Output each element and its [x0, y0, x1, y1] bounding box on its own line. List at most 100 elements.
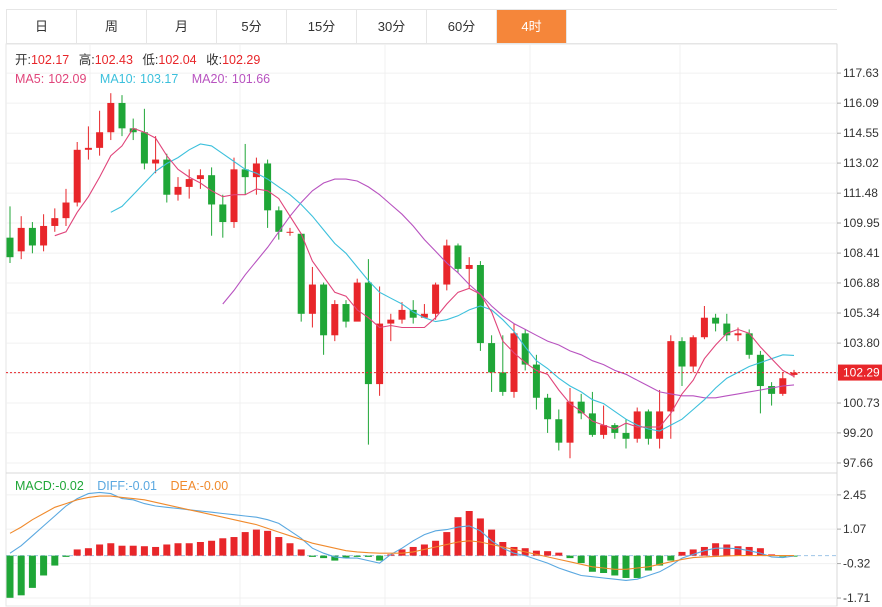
candle-body	[398, 309, 406, 320]
macd-bar	[275, 537, 283, 556]
macd-bar	[611, 555, 619, 576]
macd-bar	[331, 555, 339, 561]
macd-bar	[465, 511, 473, 556]
macd-bar	[308, 555, 316, 557]
tab-1[interactable]: 周	[77, 10, 147, 43]
macd-bar	[667, 555, 675, 561]
macd-bar	[633, 555, 641, 578]
macd-histogram	[6, 511, 798, 598]
candle-body	[577, 401, 585, 414]
candle-body	[700, 317, 708, 338]
y-tick-label: 97.66	[843, 456, 873, 470]
candle-body	[745, 333, 753, 355]
candle-body	[644, 411, 652, 439]
y-tick-label: 108.41	[843, 246, 880, 260]
candle-body	[320, 284, 328, 336]
candle-body	[342, 304, 350, 322]
macd-bar	[555, 552, 563, 556]
candle-body	[331, 304, 339, 336]
macd-bar	[219, 538, 227, 556]
candle-body	[790, 372, 798, 375]
candle-body	[6, 237, 14, 258]
macd-bar	[476, 518, 484, 556]
macd-bar	[443, 532, 451, 556]
candle-body	[432, 284, 440, 314]
y-tick-label: 105.34	[843, 306, 880, 320]
tab-4[interactable]: 15分	[287, 10, 357, 43]
ma20-line	[222, 178, 795, 399]
macd-bar	[297, 549, 305, 556]
candle-body	[678, 341, 686, 367]
last-price-marker: 102.29	[6, 364, 882, 381]
macd-bar	[264, 530, 272, 556]
candle-body	[420, 313, 428, 318]
macd-tick-label: 2.45	[843, 488, 867, 502]
candle-body	[62, 202, 70, 219]
macd-bar	[622, 555, 630, 578]
candle-body	[286, 231, 294, 233]
indicator-lines	[9, 127, 795, 581]
tab-7[interactable]: 4时	[497, 10, 567, 43]
candle-body	[140, 132, 148, 164]
macd-bar	[185, 543, 193, 556]
macd-bar	[398, 549, 406, 556]
candle-body	[409, 309, 417, 318]
candle-body	[152, 159, 160, 164]
y-tick-label: 106.88	[843, 276, 880, 290]
tab-2[interactable]: 月	[147, 10, 217, 43]
macd-bar	[700, 546, 708, 556]
macd-bar	[96, 544, 104, 556]
macd-bar	[510, 546, 518, 556]
candle-body	[510, 333, 518, 392]
tab-3[interactable]: 5分	[217, 10, 287, 43]
candle-body	[622, 432, 630, 439]
candle-body	[28, 227, 36, 246]
macd-bar	[40, 555, 48, 576]
candle-body	[230, 169, 238, 223]
ohlc-legend: 开:102.17 高:102.43 低:102.04 收:102.29	[15, 52, 260, 67]
tab-6[interactable]: 60分	[427, 10, 497, 43]
candle-body	[275, 210, 283, 232]
tab-0[interactable]: 日	[7, 10, 77, 43]
candle-body	[734, 333, 742, 336]
candle-body	[219, 204, 227, 223]
macd-bar	[600, 555, 608, 573]
candle-body	[376, 323, 384, 385]
candle-body	[667, 341, 675, 412]
macd-bar	[756, 548, 764, 556]
macd-bar	[252, 529, 260, 556]
macd-bar	[208, 540, 216, 556]
macd-bar	[17, 555, 25, 596]
macd-bar	[152, 546, 160, 556]
macd-bar	[588, 555, 596, 572]
macd-bar	[656, 555, 664, 566]
macd-bar	[51, 555, 59, 566]
candle-body	[600, 425, 608, 435]
macd-bar	[6, 555, 14, 598]
macd-bar	[409, 546, 417, 556]
candle-body	[454, 245, 462, 269]
macd-bar	[432, 540, 440, 556]
tab-5[interactable]: 30分	[357, 10, 427, 43]
macd-bar	[532, 550, 540, 556]
macd-bar	[689, 549, 697, 556]
macd-bar	[420, 544, 428, 556]
macd-bar	[140, 546, 148, 556]
candle-body	[107, 102, 115, 133]
macd-bar	[644, 555, 652, 571]
dea-line	[9, 495, 794, 570]
diff-line	[9, 491, 795, 581]
grid	[6, 44, 837, 606]
macd-bar	[196, 542, 204, 556]
candle-body	[756, 354, 764, 387]
macd-bar	[723, 544, 731, 556]
candle-body	[555, 419, 563, 443]
macd-bar	[241, 532, 249, 556]
candle-body	[185, 179, 193, 187]
candle-body	[521, 333, 529, 365]
candle-body	[387, 319, 395, 324]
macd-bar	[28, 555, 36, 588]
y-tick-label: 111.48	[843, 186, 878, 200]
macd-bar	[73, 549, 81, 556]
